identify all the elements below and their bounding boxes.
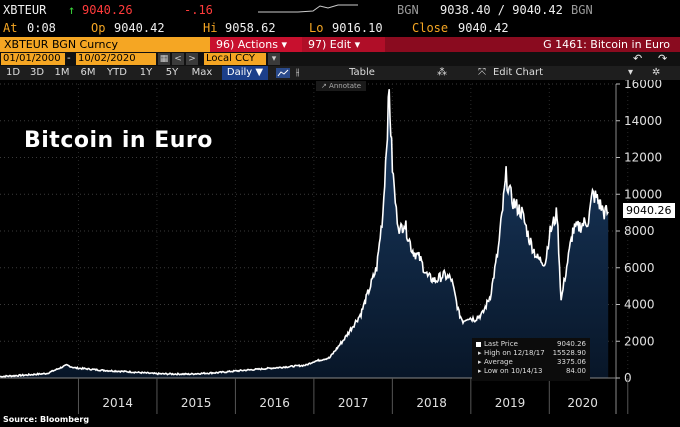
hi-label: Hi [203,21,218,35]
line-chart-icon[interactable] [276,68,290,78]
legend-row: ▸ High on 12/18/17 15528.90 [478,349,586,357]
sparkline-icon [258,4,358,13]
frequency-select[interactable]: Daily ▼ [222,66,268,80]
legend-row: ▸ Average 3375.06 [478,358,586,366]
y-tick-label: 16000 [624,80,662,91]
x-tick-label: 2017 [338,396,369,410]
range-1m[interactable]: 1M [54,67,70,78]
x-tick-label: 2014 [102,396,133,410]
at-time: 0:08 [27,21,56,35]
actions-menu[interactable]: 96) Actions ▾ [210,37,302,52]
table-button[interactable]: Table [349,67,375,78]
hi-value: 9058.62 [225,21,276,35]
quote-row: At 0:08 Op 9040.42 Hi 9058.62 Lo 9016.10… [0,19,680,37]
op-value: 9040.42 [114,21,165,35]
range-3d[interactable]: 3D [29,67,45,78]
candles-icon[interactable]: ⫲ [296,67,300,78]
gear-icon[interactable]: ✲ [652,67,661,78]
title-bar: XBTEUR BGN Curncy 96) Actions ▾ 97) Edit… [0,37,680,52]
date-bar: 01/01/2000 - 10/02/2020 ▦ < > Local CCY … [0,52,680,66]
last-price-label: 9040.26 [623,203,675,218]
range-bar: 1D 3D 1M 6M YTD 1Y 5Y Max Daily ▼ ⫲ Tabl… [0,66,680,80]
y-tick-label: 14000 [624,114,662,128]
range-max[interactable]: Max [191,67,213,78]
legend-row: ▸ Low on 10/14/13 84.00 [478,367,586,375]
last-price: 9040.26 [82,3,133,17]
x-tick-label: 2020 [567,396,598,410]
lo-label: Lo [309,21,324,35]
bid-ask: 9038.40 / 9040.42 [440,3,563,17]
chevron-down-icon[interactable]: ▾ [628,67,634,78]
symbol[interactable]: XBTEUR [3,3,47,17]
x-tick-label: 2019 [495,396,526,410]
price-change: -.16 [184,3,213,17]
x-tick-label: 2016 [259,396,290,410]
security-title[interactable]: XBTEUR BGN Curncy [0,37,210,52]
y-tick-label: 6000 [624,261,655,275]
legend-row: Last Price 9040.26 [476,340,588,349]
annotate-button[interactable]: ↗ Annotate [316,81,366,91]
end-date-input[interactable]: 10/02/2020 [76,53,156,65]
source-note: Source: Bloomberg [3,415,90,424]
range-ytd[interactable]: YTD [107,67,127,78]
settings-icon[interactable]: ⁂ [437,67,447,78]
currency-dropdown-icon[interactable]: ▾ [268,53,280,65]
y-tick-label: 4000 [624,298,655,312]
y-tick-label: 2000 [624,334,655,348]
range-1d[interactable]: 1D [5,67,21,78]
range-6m[interactable]: 6M [80,67,96,78]
currency-select[interactable]: Local CCY [204,53,266,65]
bgn-label-2: BGN [571,3,593,17]
date-dash: - [67,53,71,64]
chart-title: Bitcoin in Euro [24,128,213,153]
legend-swatch-icon [476,342,481,347]
close-label: Close [412,21,449,35]
at-label: At [3,21,18,35]
edit-chart-icon[interactable]: ⤧ [478,67,486,78]
x-tick-label: 2018 [416,396,447,410]
prev-icon[interactable]: < [172,53,184,65]
y-tick-label: 10000 [624,187,662,201]
next-icon[interactable]: > [186,53,198,65]
redo-icon[interactable]: ↷ [658,52,668,65]
start-date-input[interactable]: 01/01/2000 [1,53,65,65]
range-5y[interactable]: 5Y [165,67,179,78]
y-tick-label: 12000 [624,151,662,165]
undo-icon[interactable]: ↶ [633,52,643,65]
range-1y[interactable]: 1Y [139,67,153,78]
chart-name: G 1461: Bitcoin in Euro [385,37,680,52]
price-line [0,89,609,379]
op-label: Op [91,21,106,35]
close-value: 9040.42 [458,21,509,35]
legend: Last Price 9040.26 ▸ High on 12/18/17 15528… [472,338,590,381]
bgn-label: BGN [397,3,419,17]
date-picker-icon[interactable]: ▦ [158,53,170,65]
x-tick-label: 2015 [181,396,212,410]
edit-chart-button[interactable]: Edit Chart [492,67,544,78]
y-tick-label: 8000 [624,224,655,238]
ticker-row: XBTEUR ↑ 9040.26 -.16 BGN 9038.40 / 9040… [0,0,680,19]
edit-menu[interactable]: 97) Edit ▾ [302,37,385,52]
up-arrow-icon: ↑ [68,3,76,17]
lo-value: 9016.10 [332,21,383,35]
